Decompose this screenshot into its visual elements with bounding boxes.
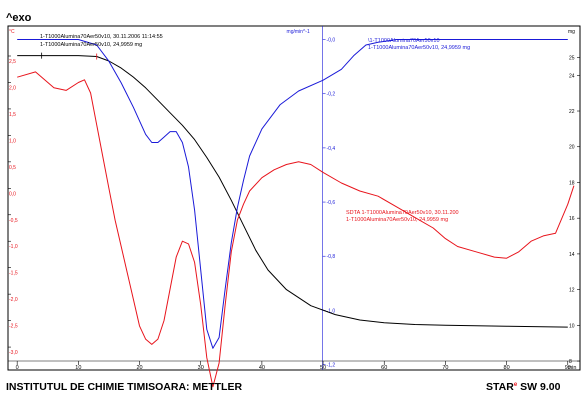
series-lines <box>17 39 575 388</box>
footer-brand-mark: e <box>514 382 518 388</box>
series-sdta-line <box>17 71 575 388</box>
right-tick-label: 24 <box>569 73 575 79</box>
legend-tg-line1: 1-T1000Alumina70Aer50v10, 30.11.2006 11:… <box>40 34 163 40</box>
mid-tick-label: -1,0 <box>327 308 336 314</box>
right-tick-label: 20 <box>569 145 575 151</box>
x-tick-label: 80 <box>504 365 510 371</box>
mid-tick-label: -0,6 <box>327 200 336 206</box>
right-tick-label: 18 <box>569 180 575 186</box>
x-tick-label: 60 <box>381 365 387 371</box>
right-y-axis: mg 25 24 22 20 18 16 14 12 10 8 <box>568 29 580 365</box>
legend-dtg-line1: \1-T1000Alumina70Aer50v10 <box>368 38 440 44</box>
x-tick-label: 70 <box>442 365 448 371</box>
legend-sdta: SDTA 1-T1000Alumina70Aer50v10, 30.11.200… <box>346 210 459 223</box>
x-tick-label: 90 <box>565 365 571 371</box>
right-tick-label: 22 <box>569 109 575 115</box>
left-tick-label: -0,5 <box>9 218 18 224</box>
x-tick-label: 50 <box>320 365 326 371</box>
legend-sdta-line2: 1-T1000Alumina70Aer50v10, 24,9959 mg <box>346 217 448 223</box>
mid-tick-label: -0,0 <box>327 38 336 44</box>
right-tick-label: 16 <box>569 216 575 222</box>
footer-brand-suffix: SW 9.00 <box>520 381 560 393</box>
legend-dtg: \1-T1000Alumina70Aer50v10 1-T1000Alumina… <box>368 38 470 51</box>
mid-axis-unit: mg/min^-1 <box>287 29 310 35</box>
footer-brand-star: STAR <box>486 381 514 393</box>
plot-frame <box>7 25 581 371</box>
left-tick-label: -3,0 <box>9 350 18 356</box>
left-tick-label: -2,0 <box>9 297 18 303</box>
x-tick-label: 30 <box>198 365 204 371</box>
footer-brand: STARe SW 9.00 <box>486 381 561 393</box>
left-tick-label: 0,0 <box>9 191 16 197</box>
left-tick-label: 2,0 <box>9 85 16 91</box>
x-tick-label: 20 <box>136 365 142 371</box>
right-tick-label: 8 <box>569 359 572 365</box>
mid-tick-label: -0,8 <box>327 254 336 260</box>
exo-label: ^exo <box>6 12 32 24</box>
left-axis-unit: °C <box>9 29 15 35</box>
right-axis-unit: mg <box>568 29 575 35</box>
right-tick-label: 25 <box>569 55 575 61</box>
left-y-axis: °C 2,5 2,0 1,5 1,0 0,5 0,0 -0,5 -1,0 -1,5 -2,0 -2,5… <box>8 29 18 356</box>
legend-dtg-line2: 1-T1000Alumina70Aer50v10, 24,9959 mg <box>368 45 470 51</box>
left-tick-label: 1,0 <box>9 138 16 144</box>
legend-tg: 1-T1000Alumina70Aer50v10, 30.11.2006 11:… <box>40 34 163 48</box>
legend-sdta-line1: SDTA 1-T1000Alumina70Aer50v10, 30.11.200 <box>346 210 459 216</box>
mid-tick-label: -0,2 <box>327 92 336 98</box>
left-tick-label: 1,5 <box>9 112 16 118</box>
legend-tg-line2: 1-T1000Alumina70Aer50v10, 24,9959 mg <box>40 42 142 48</box>
left-tick-label: -2,5 <box>9 324 18 330</box>
mid-y-axis: mg/min^-1 -0,0 -0,2 -0,4 -0,6 -0,8 -1,0 -1,2 <box>287 26 336 370</box>
left-tick-label: 0,5 <box>9 165 16 171</box>
left-tick-label: -1,0 <box>9 244 18 250</box>
x-tick-label: 10 <box>75 365 81 371</box>
series-tg-line <box>17 55 568 328</box>
left-tick-label: 2,5 <box>9 59 16 65</box>
series-dtg-line <box>17 39 568 349</box>
right-tick-label: 10 <box>569 323 575 329</box>
x-tick-label: 0 <box>16 365 19 371</box>
right-tick-label: 14 <box>569 252 575 258</box>
left-tick-label: -1,5 <box>9 271 18 277</box>
x-tick-label: 40 <box>259 365 265 371</box>
mid-tick-label: -0,4 <box>327 146 336 152</box>
mid-tick-label: -1,2 <box>327 363 336 369</box>
right-tick-label: 12 <box>569 288 575 294</box>
footer-institution: INSTITUTUL DE CHIMIE TIMISOARA: METTLER <box>6 381 242 393</box>
x-axis-unit: min <box>568 365 577 371</box>
